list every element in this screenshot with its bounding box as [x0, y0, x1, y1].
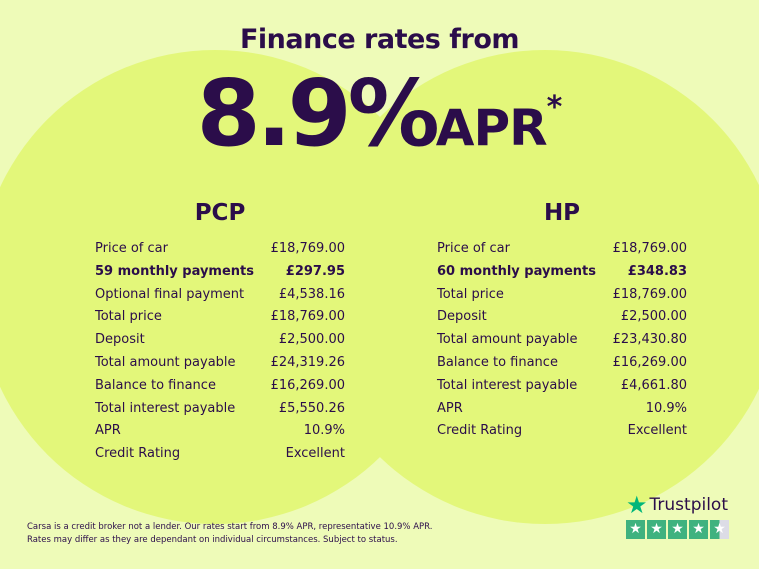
decor-circle-right: [308, 50, 759, 524]
row-value: £4,538.16: [278, 286, 345, 302]
row-value: £16,269.00: [612, 354, 687, 370]
pcp-row: APR 10.9%: [95, 420, 345, 443]
row-label: APR: [95, 423, 121, 439]
star-icon: ★: [647, 520, 666, 539]
row-label: Total interest payable: [95, 400, 236, 416]
row-value: £348.83: [627, 263, 687, 279]
star-icon: ★: [689, 520, 708, 539]
pcp-rows: Price of car £18,769.00 59 monthly payment…: [95, 238, 345, 466]
pcp-row: Total price £18,769.00: [95, 306, 345, 329]
row-value: Excellent: [627, 423, 687, 439]
pcp-row: Balance to finance £16,269.00: [95, 375, 345, 398]
trustpilot-logo: ★ Trustpilot: [626, 491, 729, 519]
row-value: £18,769.00: [270, 241, 345, 256]
hp-row: 60 monthly payments £348.83: [437, 261, 687, 284]
half-star-icon: ★: [710, 520, 729, 539]
hp-row: Credit Rating Excellent: [437, 420, 687, 443]
star-icon: ★: [626, 520, 645, 539]
hp-row: Total amount payable £23,430.80: [437, 329, 687, 352]
row-label: Credit Rating: [437, 423, 523, 439]
hp-row: Deposit £2,500.00: [437, 306, 687, 329]
row-label: APR: [437, 400, 463, 416]
row-label: 59 monthly payments: [95, 263, 254, 279]
row-label: Balance to finance: [95, 377, 216, 393]
rate-headline: 8.9%APR*: [0, 60, 759, 167]
trustpilot-badge[interactable]: ★ Trustpilot ★ ★ ★ ★ ★: [626, 491, 729, 539]
star-icon: ★: [668, 520, 687, 539]
row-value: 10.9%: [645, 400, 687, 416]
row-label: Price of car: [95, 241, 168, 256]
row-label: Total interest payable: [437, 377, 578, 393]
row-label: Balance to finance: [437, 354, 558, 370]
pcp-row: Price of car £18,769.00: [95, 238, 345, 261]
pcp-row: Total amount payable £24,319.26: [95, 352, 345, 375]
pcp-row: Credit Rating Excellent: [95, 443, 345, 466]
row-value: £297.95: [285, 263, 345, 279]
pcp-row: Total interest payable £5,550.26: [95, 398, 345, 421]
row-label: Credit Rating: [95, 446, 181, 462]
hp-row: Price of car £18,769.00: [437, 238, 687, 261]
hp-table: HP Price of car £18,769.00 60 monthly paym…: [437, 200, 687, 443]
hp-rows: Price of car £18,769.00 60 monthly payment…: [437, 238, 687, 443]
row-value: 10.9%: [303, 423, 345, 439]
pcp-row: Optional final payment £4,538.16: [95, 284, 345, 307]
asterisk: *: [546, 90, 563, 125]
row-value: £18,769.00: [612, 241, 687, 256]
row-value: £16,269.00: [270, 377, 345, 393]
hp-row: APR 10.9%: [437, 398, 687, 421]
row-label: Total price: [95, 309, 162, 325]
row-value: Excellent: [285, 446, 345, 462]
row-label: 60 monthly payments: [437, 263, 596, 279]
hp-row: Balance to finance £16,269.00: [437, 352, 687, 375]
row-label: Deposit: [437, 309, 487, 325]
row-label: Total price: [437, 286, 504, 302]
hp-row: Total interest payable £4,661.80: [437, 375, 687, 398]
trustpilot-star-icon: ★: [626, 491, 648, 519]
pcp-row: 59 monthly payments £297.95: [95, 261, 345, 284]
pcp-row: Deposit £2,500.00: [95, 329, 345, 352]
row-value: £24,319.26: [270, 354, 345, 370]
rate-suffix: APR: [435, 99, 548, 157]
trustpilot-name: Trustpilot: [649, 495, 728, 515]
row-label: Deposit: [95, 332, 145, 348]
row-label: Total amount payable: [437, 332, 578, 348]
row-value: £5,550.26: [278, 400, 345, 416]
hp-title: HP: [543, 200, 581, 226]
disclaimer: Carsa is a credit broker not a lender. O…: [27, 521, 432, 547]
row-label: Total amount payable: [95, 354, 236, 370]
hp-row: Total price £18,769.00: [437, 284, 687, 307]
trustpilot-rating: ★ ★ ★ ★ ★: [626, 520, 729, 539]
disclaimer-line-2: Rates may differ as they are dependant o…: [27, 535, 398, 545]
headline: Finance rates from: [239, 24, 520, 55]
row-value: £2,500.00: [278, 332, 345, 348]
pcp-title: PCP: [194, 200, 246, 226]
row-value: £23,430.80: [612, 332, 687, 348]
row-value: £4,661.80: [620, 377, 687, 393]
row-value: £18,769.00: [612, 286, 687, 302]
row-value: £2,500.00: [620, 309, 687, 325]
rate-value: 8.9%: [196, 60, 440, 167]
row-value: £18,769.00: [270, 309, 345, 325]
pcp-table: PCP Price of car £18,769.00 59 monthly pay…: [95, 200, 345, 466]
row-label: Optional final payment: [95, 286, 245, 302]
row-label: Price of car: [437, 241, 510, 256]
disclaimer-line-1: Carsa is a credit broker not a lender. O…: [27, 522, 433, 532]
